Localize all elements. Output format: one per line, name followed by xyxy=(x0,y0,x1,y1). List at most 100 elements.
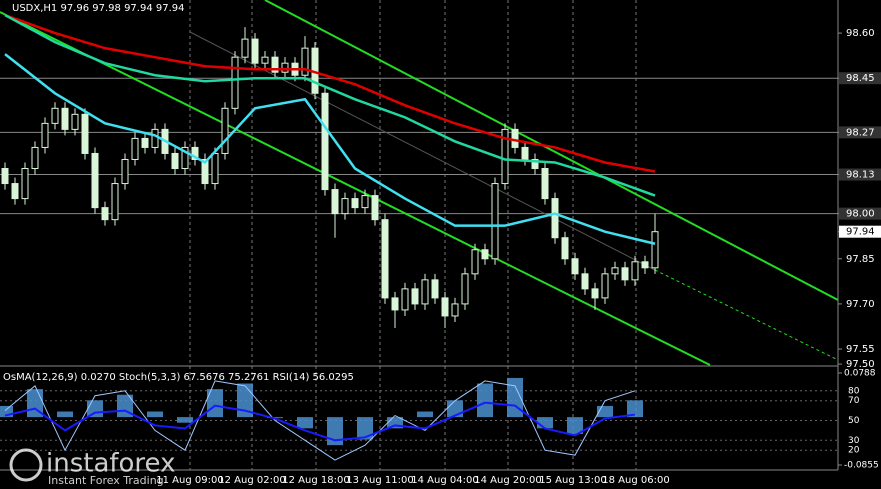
x-tick-label: 12 Aug 02:00 xyxy=(218,475,285,486)
candle-body xyxy=(631,261,639,281)
candle-body xyxy=(91,152,99,209)
candle-body xyxy=(181,146,189,170)
osma-bar xyxy=(0,405,13,418)
osma-bar xyxy=(87,400,103,418)
candle-body xyxy=(421,279,429,305)
watermark-text: instaforex xyxy=(46,449,175,479)
candle-body xyxy=(251,38,259,64)
y2-tick-label: 30 xyxy=(848,436,860,446)
level-box xyxy=(839,72,881,85)
candle-body xyxy=(521,146,529,160)
candle-body xyxy=(611,267,619,275)
median-line xyxy=(189,31,656,271)
moving-average xyxy=(4,13,656,197)
x-tick-label: 15 Aug 13:00 xyxy=(539,475,606,486)
candle-body xyxy=(171,152,179,170)
y-tick-label: 97.55 xyxy=(846,344,875,355)
candle-body xyxy=(201,158,209,185)
osma-bar xyxy=(147,411,163,418)
osma-bar xyxy=(57,411,73,418)
candle-body xyxy=(531,158,539,170)
candle-body xyxy=(651,231,659,269)
median-line-projection xyxy=(654,269,839,361)
y-tick-label: 98.00 xyxy=(846,209,875,220)
y2-tick-label: 70 xyxy=(848,396,860,406)
x-tick-label: 14 Aug 04:00 xyxy=(411,475,478,486)
candle-body xyxy=(541,168,549,200)
level-box xyxy=(839,207,881,220)
candle-body xyxy=(41,122,49,148)
candle-body xyxy=(231,56,239,109)
candle-body xyxy=(51,107,59,124)
y-tick-label: -0.0855 xyxy=(844,461,879,471)
price-box xyxy=(839,225,881,238)
candle-body xyxy=(371,195,379,221)
candle-body xyxy=(341,198,349,215)
level-box xyxy=(839,168,881,181)
moving-average xyxy=(4,13,656,173)
y-tick-label: 98.45 xyxy=(846,73,875,84)
osma-bar xyxy=(597,405,613,418)
watermark-subtext: Instant Forex Trading xyxy=(48,474,164,487)
candle-body xyxy=(441,297,449,317)
candle-body xyxy=(101,207,109,221)
candle-body xyxy=(11,183,19,200)
candle-body xyxy=(411,288,419,305)
candle-body xyxy=(581,273,589,290)
candle-body xyxy=(241,38,249,58)
channel-line xyxy=(264,0,839,301)
indicator-line xyxy=(4,401,636,442)
level-box xyxy=(839,126,881,139)
candle-body xyxy=(81,113,89,154)
marks xyxy=(0,13,659,461)
candle-body xyxy=(21,168,29,200)
candle-body xyxy=(351,198,359,209)
candle-body xyxy=(31,146,39,170)
candle-body xyxy=(331,189,339,215)
y2-tick-label: 80 xyxy=(848,386,860,396)
candle-body xyxy=(61,107,69,130)
candle-body xyxy=(211,152,219,185)
osma-bar xyxy=(627,400,643,418)
osma-bar xyxy=(297,417,313,429)
candle-body xyxy=(601,273,609,299)
candle-body xyxy=(571,258,579,275)
candle-body xyxy=(111,183,119,221)
y-tick-label: 98.60 xyxy=(846,28,875,39)
osma-bar xyxy=(477,383,493,418)
candle-body xyxy=(141,137,149,148)
osma-bar xyxy=(237,383,253,418)
osma-bar xyxy=(417,411,433,418)
candle-body xyxy=(491,183,499,260)
osma-bar xyxy=(207,389,223,418)
candle-body xyxy=(591,288,599,299)
x-tick-label: 13 Aug 11:00 xyxy=(346,475,413,486)
candle-body xyxy=(301,47,309,76)
x-tick-label: 14 Aug 20:00 xyxy=(474,475,541,486)
candle-body xyxy=(511,128,519,148)
candle-body xyxy=(121,158,129,185)
y2-tick-label: 50 xyxy=(848,416,860,426)
osma-bar xyxy=(507,377,523,418)
candle-body xyxy=(151,128,159,148)
y-tick-label: 97.70 xyxy=(846,299,875,310)
osma-bar xyxy=(567,417,583,434)
candle-body xyxy=(221,107,229,154)
candle-body xyxy=(191,146,199,160)
y-tick-label: 98.13 xyxy=(846,170,875,181)
y2-tick-label: 20 xyxy=(848,446,860,456)
candle-body xyxy=(551,198,559,239)
logo-icon xyxy=(9,448,43,482)
candle-body xyxy=(471,249,479,275)
y-tick-label: 97.85 xyxy=(846,254,875,265)
osma-bar xyxy=(357,417,373,440)
x-tick-label: 12 Aug 18:00 xyxy=(282,475,349,486)
channel-line xyxy=(0,11,711,366)
candle-body xyxy=(561,237,569,260)
chart-title: USDX,H1 97.96 97.98 97.94 97.94 xyxy=(12,3,185,14)
x-tick-label: 11 Aug 09:00 xyxy=(156,475,223,486)
candle-body xyxy=(381,219,389,299)
